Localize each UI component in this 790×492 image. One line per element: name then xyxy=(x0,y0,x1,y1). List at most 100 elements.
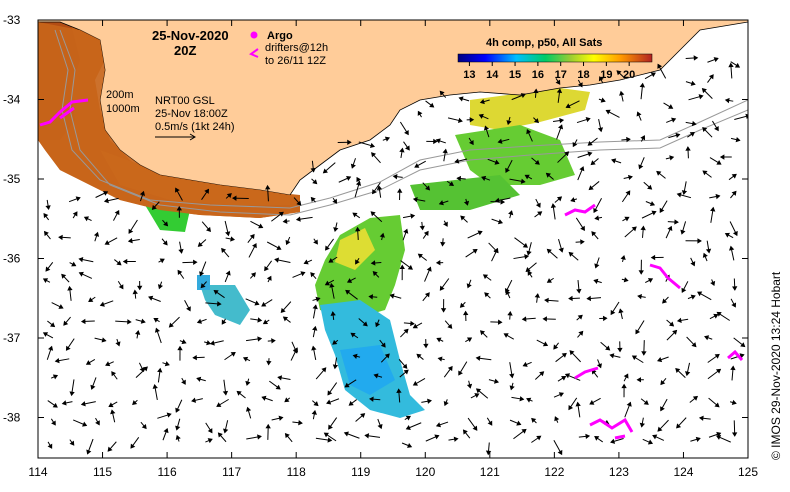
current-vector-head xyxy=(660,406,665,412)
current-vector-head xyxy=(577,82,583,88)
current-vector-head xyxy=(483,125,490,131)
current-vector-head xyxy=(690,294,696,300)
current-vector-head xyxy=(95,420,100,426)
current-vector-head xyxy=(405,425,411,430)
current-vector-head xyxy=(524,174,530,180)
colorbar-tick-label: 20 xyxy=(623,69,635,81)
current-vector-head xyxy=(689,132,695,137)
colorbar-tick-label: 13 xyxy=(463,69,475,81)
current-vector-head xyxy=(264,265,269,272)
current-vector-head xyxy=(379,232,385,238)
current-vector-head xyxy=(561,375,567,381)
current-vector-head xyxy=(166,412,172,418)
current-vector-head xyxy=(626,401,632,407)
current-vector-head xyxy=(713,313,719,319)
current-vector-head xyxy=(177,345,183,351)
current-vector-head xyxy=(484,292,490,298)
current-vector-head xyxy=(509,385,515,391)
current-vector-head xyxy=(300,271,306,277)
current-vector-head xyxy=(197,241,203,247)
current-vector-head xyxy=(657,63,663,69)
current-vector-head xyxy=(638,270,644,275)
current-vector-head xyxy=(45,266,51,272)
current-vector-head xyxy=(702,252,708,258)
current-vector-head xyxy=(312,304,318,310)
current-vector-head xyxy=(163,221,169,227)
current-vector-head xyxy=(610,438,616,444)
current-vector-head xyxy=(472,248,478,254)
current-vector-head xyxy=(594,435,600,441)
current-vector-head xyxy=(368,396,374,402)
current-vector-head xyxy=(245,380,251,386)
current-vector-head xyxy=(594,263,600,269)
current-vector-head xyxy=(568,405,574,411)
current-vector-head xyxy=(561,352,567,358)
current-vector-head xyxy=(140,318,146,324)
current-vector-head xyxy=(99,301,105,307)
drifter-track xyxy=(59,106,75,120)
current-vector-head xyxy=(609,353,615,359)
current-vector-head xyxy=(204,188,210,194)
current-vector-head xyxy=(280,307,286,314)
imos-credit: © IMOS 29-Nov-2020 13:24 Hobart xyxy=(769,271,783,460)
current-vector-head xyxy=(568,251,574,257)
current-vector-head xyxy=(175,434,181,440)
current-vector-head xyxy=(526,397,532,403)
current-vector-head xyxy=(580,239,585,245)
current-vector-head xyxy=(521,316,527,322)
current-vector-head xyxy=(310,196,316,203)
contour-labels: 200m 1000m xyxy=(106,89,140,115)
current-vector-head xyxy=(544,297,549,304)
current-vector-head xyxy=(494,159,500,165)
current-vector-head xyxy=(142,366,148,372)
current-vector-head xyxy=(82,421,88,427)
current-vector-head xyxy=(352,212,358,218)
current-vector-head xyxy=(356,176,362,183)
current-vector-head xyxy=(71,261,77,267)
current-vector-head xyxy=(58,234,63,241)
current-vector-head xyxy=(101,337,107,343)
current-vector-head xyxy=(485,450,492,456)
sst-blue-core xyxy=(340,345,395,395)
current-vector-head xyxy=(662,298,668,304)
drifter-track xyxy=(649,263,681,290)
current-vector-head xyxy=(49,322,56,328)
current-vector-head xyxy=(593,207,599,214)
current-vector-head xyxy=(346,278,353,283)
current-vector-head xyxy=(526,129,532,135)
lon-tick-label: 125 xyxy=(738,465,758,479)
lon-tick-label: 119 xyxy=(351,465,370,479)
current-vector-head xyxy=(434,434,440,440)
current-vector-head xyxy=(213,289,219,295)
current-vector-head xyxy=(659,207,665,213)
current-vector-head xyxy=(526,250,532,256)
current-vector-head xyxy=(221,247,227,254)
current-vector-head xyxy=(412,197,418,203)
current-vector-head xyxy=(460,215,466,221)
current-vector-head xyxy=(152,384,158,389)
current-vector-head xyxy=(641,351,647,356)
current-vector-head xyxy=(327,437,333,443)
current-vector-head xyxy=(380,342,386,348)
current-vector-head xyxy=(621,383,627,389)
current-vector-head xyxy=(640,225,646,231)
source-line-3: 0.5m/s (1kt 24h) xyxy=(155,121,234,133)
current-vector-head xyxy=(701,88,707,94)
current-vector-head xyxy=(448,181,455,186)
current-vector-head xyxy=(550,203,557,208)
current-vector-head xyxy=(522,361,528,367)
current-vector-head xyxy=(497,138,503,144)
lon-tick-label: 115 xyxy=(93,465,112,479)
drifter-track xyxy=(614,434,626,440)
current-vector-head xyxy=(207,428,213,434)
current-vector-head xyxy=(278,415,284,421)
current-vector-head xyxy=(344,382,350,388)
current-vector-head xyxy=(157,367,163,373)
current-vector-head xyxy=(348,400,354,406)
current-vector-head xyxy=(695,436,701,442)
current-vector-head xyxy=(479,330,486,336)
current-vector-head xyxy=(330,311,336,316)
current-vector-head xyxy=(417,253,423,259)
current-vector-head xyxy=(520,178,526,184)
current-vector-head xyxy=(650,254,656,261)
